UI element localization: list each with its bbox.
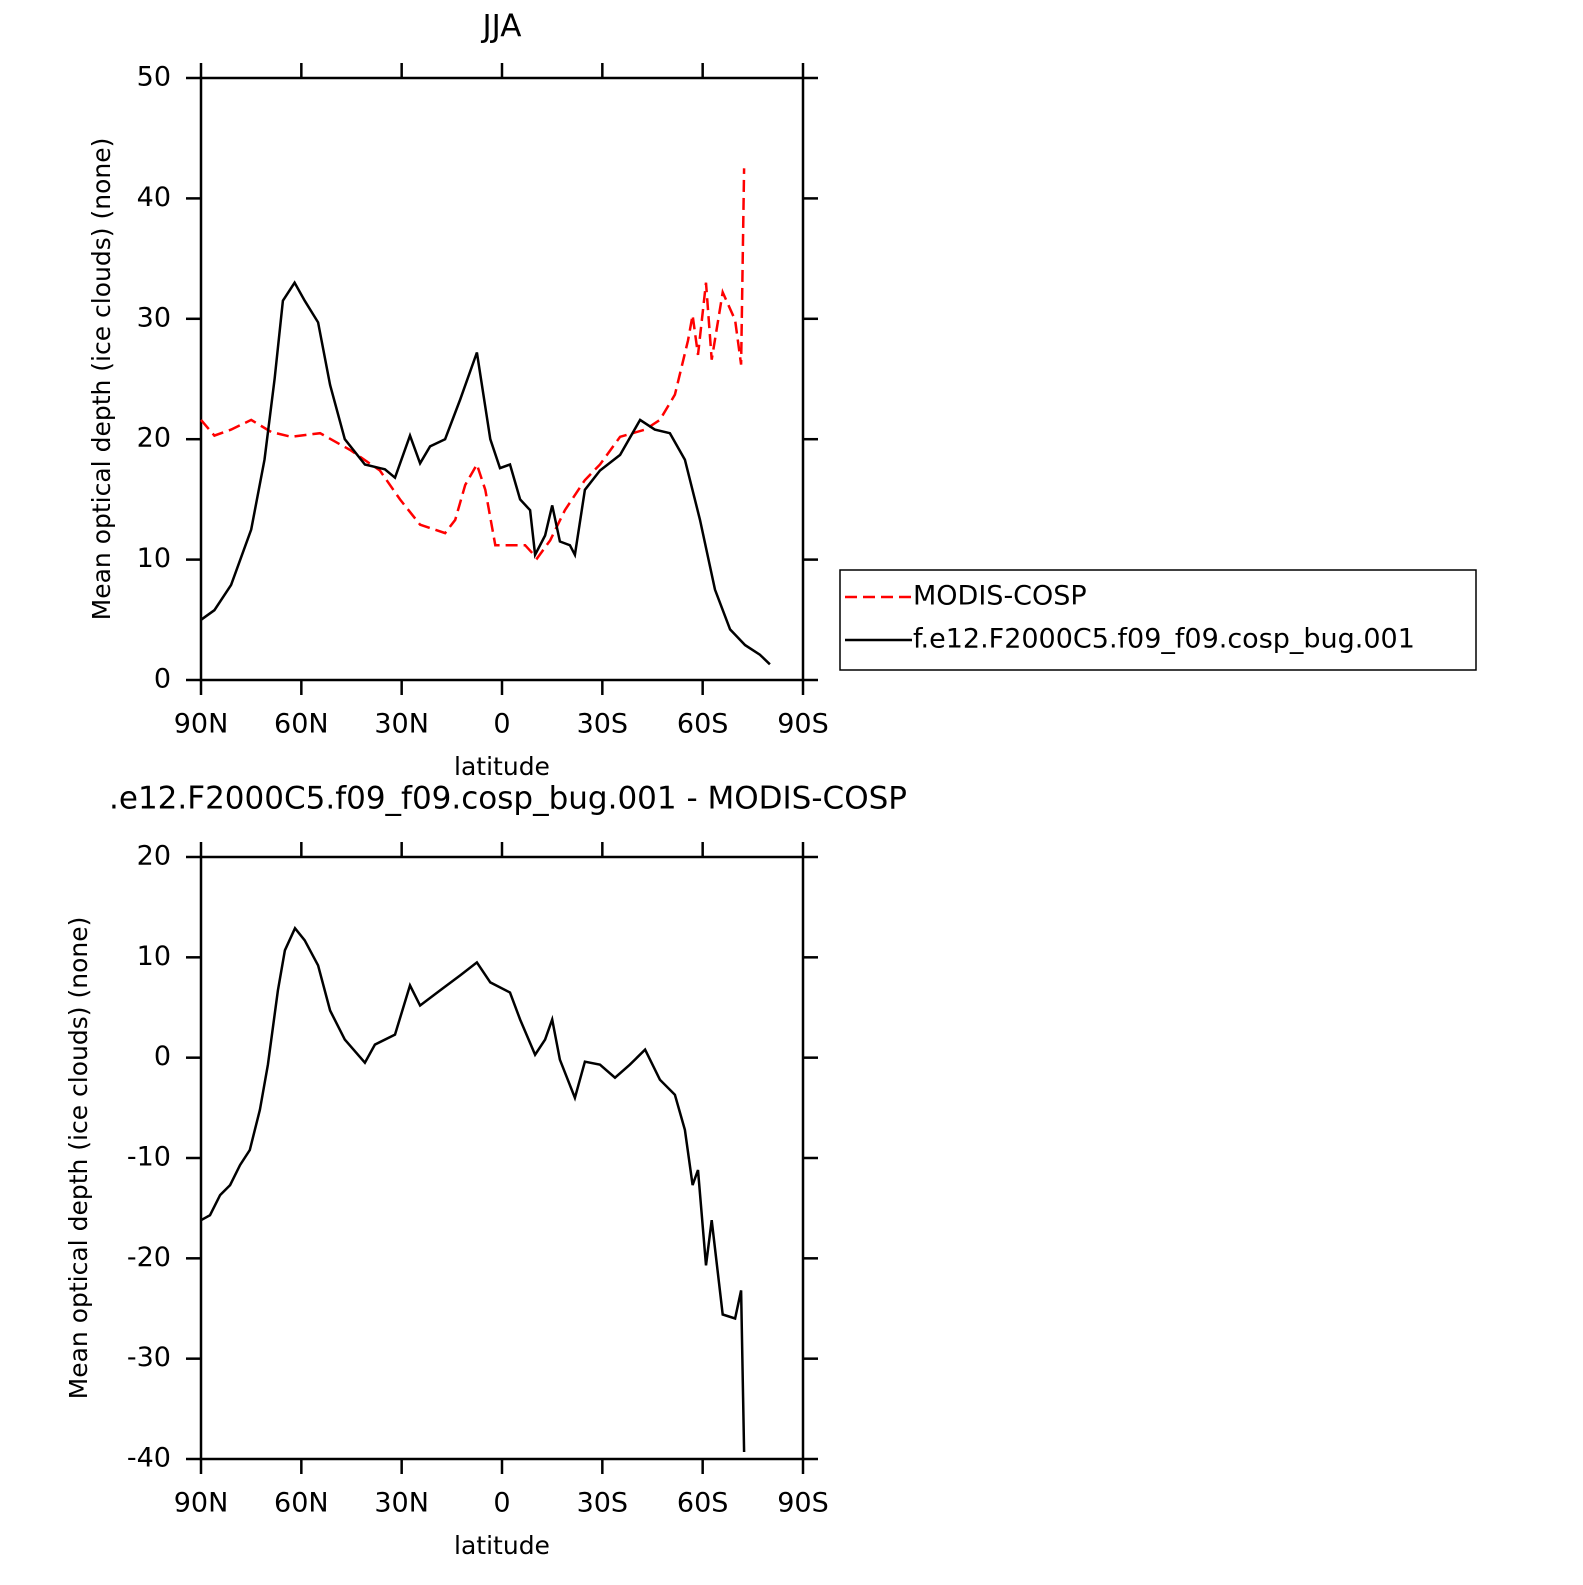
- y-tick-label: 40: [137, 182, 171, 213]
- y-axis-label: Mean optical depth (ice clouds) (none): [64, 917, 93, 1400]
- x-tick-label: 60N: [274, 1488, 329, 1519]
- x-axis-label: latitude: [454, 1531, 550, 1560]
- x-tick-label: 30N: [374, 709, 429, 740]
- y-tick-label: -40: [127, 1443, 171, 1474]
- x-tick-label: 90N: [174, 1488, 229, 1519]
- plot-frame: [199, 76, 805, 682]
- x-axis-label: latitude: [454, 752, 550, 781]
- x-tick-label: 0: [493, 1488, 510, 1519]
- x-tick-label: 90N: [174, 709, 229, 740]
- plot-frame: [199, 855, 805, 1461]
- chart-title: JJA: [481, 9, 522, 45]
- x-tick-label: 60N: [274, 709, 329, 740]
- x-tick-label: 30N: [374, 1488, 429, 1519]
- legend-label: f.e12.F2000C5.f09_f09.cosp_bug.001: [913, 624, 1415, 655]
- y-axis-label: Mean optical depth (ice clouds) (none): [87, 138, 116, 621]
- y-tick-label: 30: [137, 302, 171, 333]
- y-tick-label: -20: [127, 1242, 171, 1273]
- chart-title: .e12.F2000C5.f09_f09.cosp_bug.001 - MODI…: [109, 781, 907, 817]
- y-tick-label: 50: [137, 62, 171, 93]
- y-tick-label: -10: [127, 1142, 171, 1173]
- x-tick-label: 90S: [777, 709, 829, 740]
- y-tick-label: 0: [154, 664, 171, 695]
- x-tick-label: 90S: [777, 1488, 829, 1519]
- x-tick-label: 30S: [577, 709, 629, 740]
- y-tick-label: 0: [154, 1041, 171, 1072]
- y-tick-label: -30: [127, 1342, 171, 1373]
- y-tick-label: 10: [137, 941, 171, 972]
- x-tick-label: 60S: [677, 1488, 729, 1519]
- y-tick-label: 20: [137, 841, 171, 872]
- legend-label: MODIS-COSP: [913, 581, 1087, 612]
- y-tick-label: 10: [137, 543, 171, 574]
- data-line: [200, 168, 746, 561]
- data-line: [200, 280, 771, 666]
- data-line: [200, 925, 746, 1453]
- x-tick-label: 0: [493, 709, 510, 740]
- legend-box: [839, 569, 1477, 671]
- x-tick-label: 30S: [577, 1488, 629, 1519]
- x-tick-label: 60S: [677, 709, 729, 740]
- y-tick-label: 20: [137, 423, 171, 454]
